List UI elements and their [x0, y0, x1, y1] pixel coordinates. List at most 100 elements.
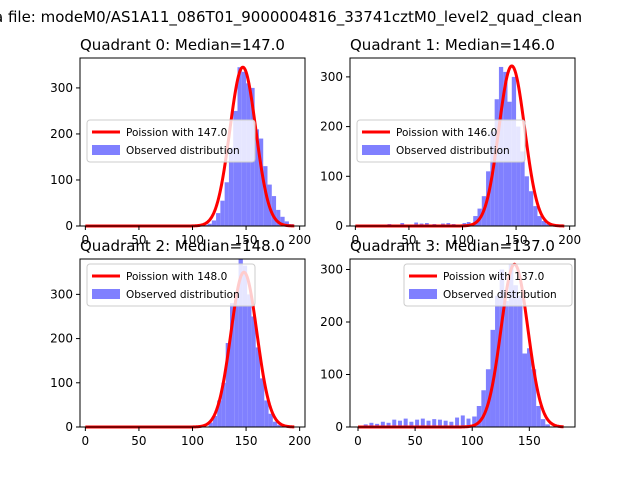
hist-bar	[455, 417, 460, 427]
x-tick-label: 100	[451, 233, 474, 247]
figure-suptitle: a file: modeM0/AS1A11_086T01_9000004816_…	[0, 8, 582, 27]
hist-bar	[242, 265, 248, 427]
panel-2: Quadrant 2: Median=148.0 0 50 100 150 200 0 100…	[50, 237, 311, 448]
x-tick-label: 150	[235, 434, 258, 448]
hist-bar	[426, 420, 431, 427]
legend-box	[403, 263, 573, 307]
hist-bar	[254, 129, 259, 226]
legend-patch-swatch	[409, 289, 437, 299]
legend-patch-swatch	[92, 289, 120, 299]
hist-bar	[258, 138, 264, 226]
hist-bar	[212, 415, 218, 427]
hist-bar	[217, 400, 222, 427]
hist-bar	[272, 421, 278, 427]
legend-label: Observed distribution	[396, 145, 510, 157]
hist-bar	[397, 420, 402, 427]
hist-bar	[432, 419, 437, 427]
x-tick-label: 50	[401, 233, 416, 247]
hist-bar	[280, 216, 285, 226]
x-tick-label: 200	[288, 233, 311, 247]
x-tick-label: 100	[181, 434, 204, 448]
panel-title: Quadrant 0: Median=147.0	[80, 36, 285, 54]
hist-bar	[230, 303, 235, 427]
x-tick-label: 200	[558, 233, 581, 247]
hist-bar	[537, 216, 542, 226]
panel-title: Quadrant 2: Median=148.0	[80, 237, 285, 255]
y-tick-label: 100	[50, 376, 73, 390]
y-tick-label: 100	[320, 169, 343, 183]
hist-bar	[472, 416, 477, 427]
hist-bar	[415, 419, 420, 427]
panel-0: Quadrant 0: Median=147.0 0 50 100 150 200 0 100…	[50, 36, 311, 247]
legend: Poission with 146.0 Observed distribution	[356, 119, 526, 163]
hist-bar	[414, 222, 419, 226]
y-tick-label: 200	[50, 127, 73, 141]
hist-bar	[260, 378, 265, 427]
hist-bar	[284, 221, 289, 226]
hist-bar	[225, 343, 230, 427]
panel-title: Quadrant 3: Median=137.0	[350, 237, 555, 255]
hist-bar	[238, 259, 243, 427]
axes-frame	[349, 258, 576, 428]
hist-bar	[546, 224, 551, 226]
hist-bar	[508, 264, 514, 427]
hist-bar	[251, 316, 256, 427]
legend-box	[86, 263, 256, 307]
hist-bar	[499, 269, 505, 427]
hist-bar	[221, 382, 226, 427]
hist-bar	[268, 413, 273, 427]
x-tick-label: 50	[131, 233, 146, 247]
hist-bar	[466, 418, 471, 427]
hist-bar	[504, 301, 509, 427]
hist-bar	[524, 176, 529, 226]
hist-bar	[531, 369, 537, 427]
hist-bar	[409, 421, 414, 427]
legend: Poission with 147.0 Observed distribution	[86, 119, 256, 163]
panel-3: Quadrant 3: Median=137.0 0 50 100 150 0 100 200…	[320, 237, 576, 448]
hist-bar	[517, 295, 523, 427]
y-tick-label: 200	[320, 315, 343, 329]
hist-bar	[271, 196, 277, 226]
hist-bar	[533, 206, 538, 226]
y-tick-label: 0	[335, 420, 343, 434]
hist-bar	[228, 147, 234, 226]
x-tick-label: 50	[131, 434, 146, 448]
hist-bar	[277, 424, 282, 427]
x-tick-label: 100	[461, 434, 484, 448]
hist-bar	[540, 419, 546, 427]
legend-label: Poission with 148.0	[126, 271, 227, 283]
hist-bar	[386, 422, 391, 427]
hist-bar	[392, 419, 397, 427]
hist-bar	[369, 422, 374, 427]
legend: Poission with 137.0 Observed distribution	[403, 263, 573, 307]
y-tick-label: 300	[50, 287, 73, 301]
hist-bar	[420, 418, 425, 427]
x-tick-label: 0	[82, 434, 90, 448]
x-tick-label: 150	[235, 233, 258, 247]
x-tick-label: 0	[352, 233, 360, 247]
hist-bar	[247, 294, 252, 427]
hist-bar	[443, 420, 448, 427]
hist-bar	[449, 421, 454, 427]
hist-bar	[234, 294, 239, 427]
x-tick-label: 0	[82, 233, 90, 247]
hist-bar	[276, 209, 281, 226]
y-tick-label: 300	[50, 81, 73, 95]
hist-bar	[476, 406, 482, 427]
x-tick-label: 50	[407, 434, 422, 448]
hist-bar	[507, 101, 512, 226]
hist-bar	[460, 415, 465, 427]
legend-label: Observed distribution	[443, 289, 557, 301]
hist-bar	[211, 220, 217, 226]
y-tick-label: 300	[320, 70, 343, 84]
hist-bar	[208, 422, 213, 427]
x-tick-label: 0	[354, 434, 362, 448]
hist-bar	[481, 390, 486, 427]
x-tick-label: 150	[505, 233, 528, 247]
legend-box	[86, 119, 256, 163]
hist-bar	[541, 221, 547, 226]
hist-bar	[527, 348, 532, 427]
hist-bar	[233, 110, 238, 226]
x-tick-label: 200	[288, 434, 311, 448]
hist-bar	[380, 421, 385, 427]
